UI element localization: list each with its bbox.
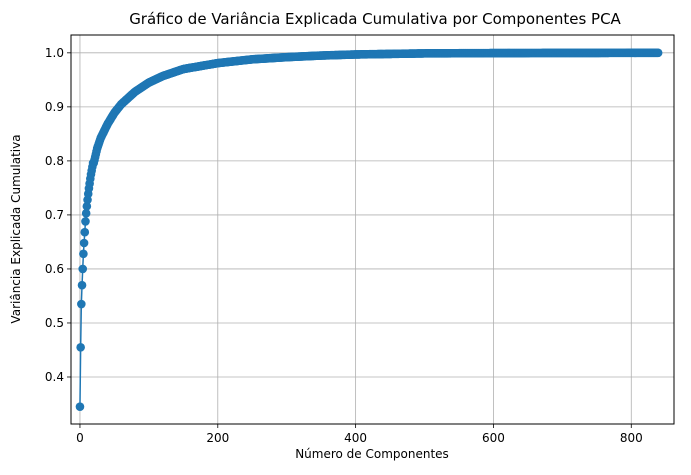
series-layer [75,48,663,412]
data-point [82,201,92,211]
y-tick-label: 0.8 [45,154,64,168]
data-point [77,299,86,309]
data-point [80,227,90,237]
series-0 [75,48,663,412]
data-point [81,217,90,226]
data-point [79,249,88,259]
plot-frame [70,34,675,425]
x-tick-label: 800 [620,431,643,445]
x-axis-label: Número de Componentes [295,447,449,461]
data-point [78,264,88,274]
x-tick-label: 0 [76,431,84,445]
y-tick-label: 0.4 [45,370,64,384]
y-tick-label: 0.5 [45,316,64,330]
y-tick-label: 0.6 [45,262,64,276]
data-point [79,238,89,248]
x-tick-label: 200 [206,431,229,445]
chart-title: Gráfico de Variância Explicada Cumulativ… [129,10,621,28]
x-axis-ticks: 0 200 400 600 800 [76,424,643,445]
y-tick-label: 0.9 [45,100,64,114]
x-tick-label: 600 [482,431,505,445]
y-axis-ticks: 0.4 0.5 0.6 0.7 0.8 0.9 1.0 [45,46,71,384]
data-point [81,208,91,218]
data-point [75,402,85,412]
y-axis-label: Variância Explicada Cumulativa [9,134,23,323]
y-tick-label: 1.0 [45,46,64,60]
y-tick-label: 0.7 [45,208,64,222]
grid [71,35,674,424]
data-point [653,48,663,58]
data-point [77,280,87,290]
x-tick-label: 400 [344,431,367,445]
data-point [76,342,85,352]
